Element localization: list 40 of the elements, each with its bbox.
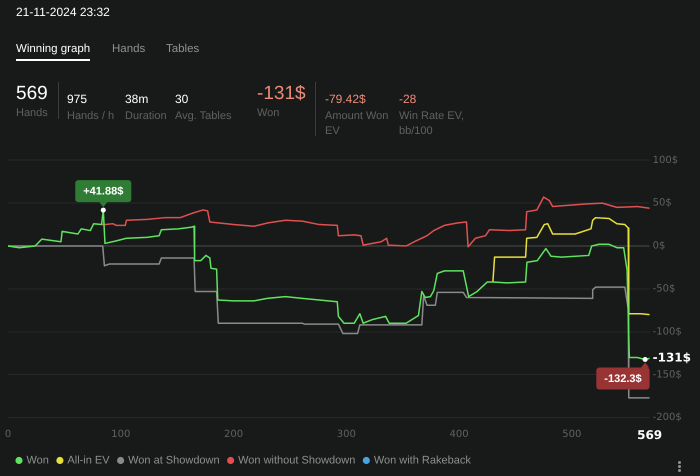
text: Avg. Tables <box>175 109 232 124</box>
text: Winning graph <box>16 43 90 61</box>
legend-label: Won with Rakeback <box>374 454 472 467</box>
text: Hands <box>16 106 49 121</box>
text: 21-11-2024 23:32 <box>16 5 110 19</box>
x-tick-label: 569 <box>637 428 662 442</box>
text: -79.42$ <box>325 92 366 106</box>
x-tick-label: 0 <box>4 429 12 440</box>
legend-label: Won <box>26 454 49 467</box>
y-tick-label: 0$ <box>652 240 666 252</box>
x-tick-label: 400 <box>450 429 469 440</box>
y-tick-label: 100$ <box>652 154 678 166</box>
legend-label: Won without Showdown <box>238 454 356 467</box>
text: Amount Won EV <box>325 109 389 139</box>
text: -131$ <box>257 83 306 104</box>
text: 975 <box>67 92 88 106</box>
text: Hands <box>112 43 146 57</box>
y-tick-label: -131$ <box>652 350 692 365</box>
y-tick-label: -100$ <box>652 326 682 338</box>
text: 569 <box>16 83 48 104</box>
legend-label: Won at Showdown <box>128 454 220 467</box>
text: 30 <box>175 92 188 106</box>
text: -28 <box>399 92 418 106</box>
text: Hands / h <box>67 109 116 124</box>
text: Duration <box>125 109 168 124</box>
text: Tables <box>166 43 200 57</box>
text: Won <box>257 106 280 121</box>
x-tick-label: 500 <box>562 429 582 440</box>
y-tick-label: -150$ <box>652 369 682 380</box>
legend-label: All-in EV <box>67 454 110 467</box>
y-tick-label: -200$ <box>652 412 682 424</box>
annotation: +41.88$ <box>83 186 124 198</box>
x-tick-label: 200 <box>224 429 244 440</box>
text: 38m <box>125 92 148 106</box>
y-tick-label: -50$ <box>652 283 676 294</box>
y-tick-label: 50$ <box>652 198 672 209</box>
x-tick-label: 300 <box>336 429 356 440</box>
annotation: -132.3$ <box>604 373 642 386</box>
text: Win Rate EV, bb/100 <box>399 109 466 139</box>
x-tick-label: 100 <box>111 429 130 440</box>
